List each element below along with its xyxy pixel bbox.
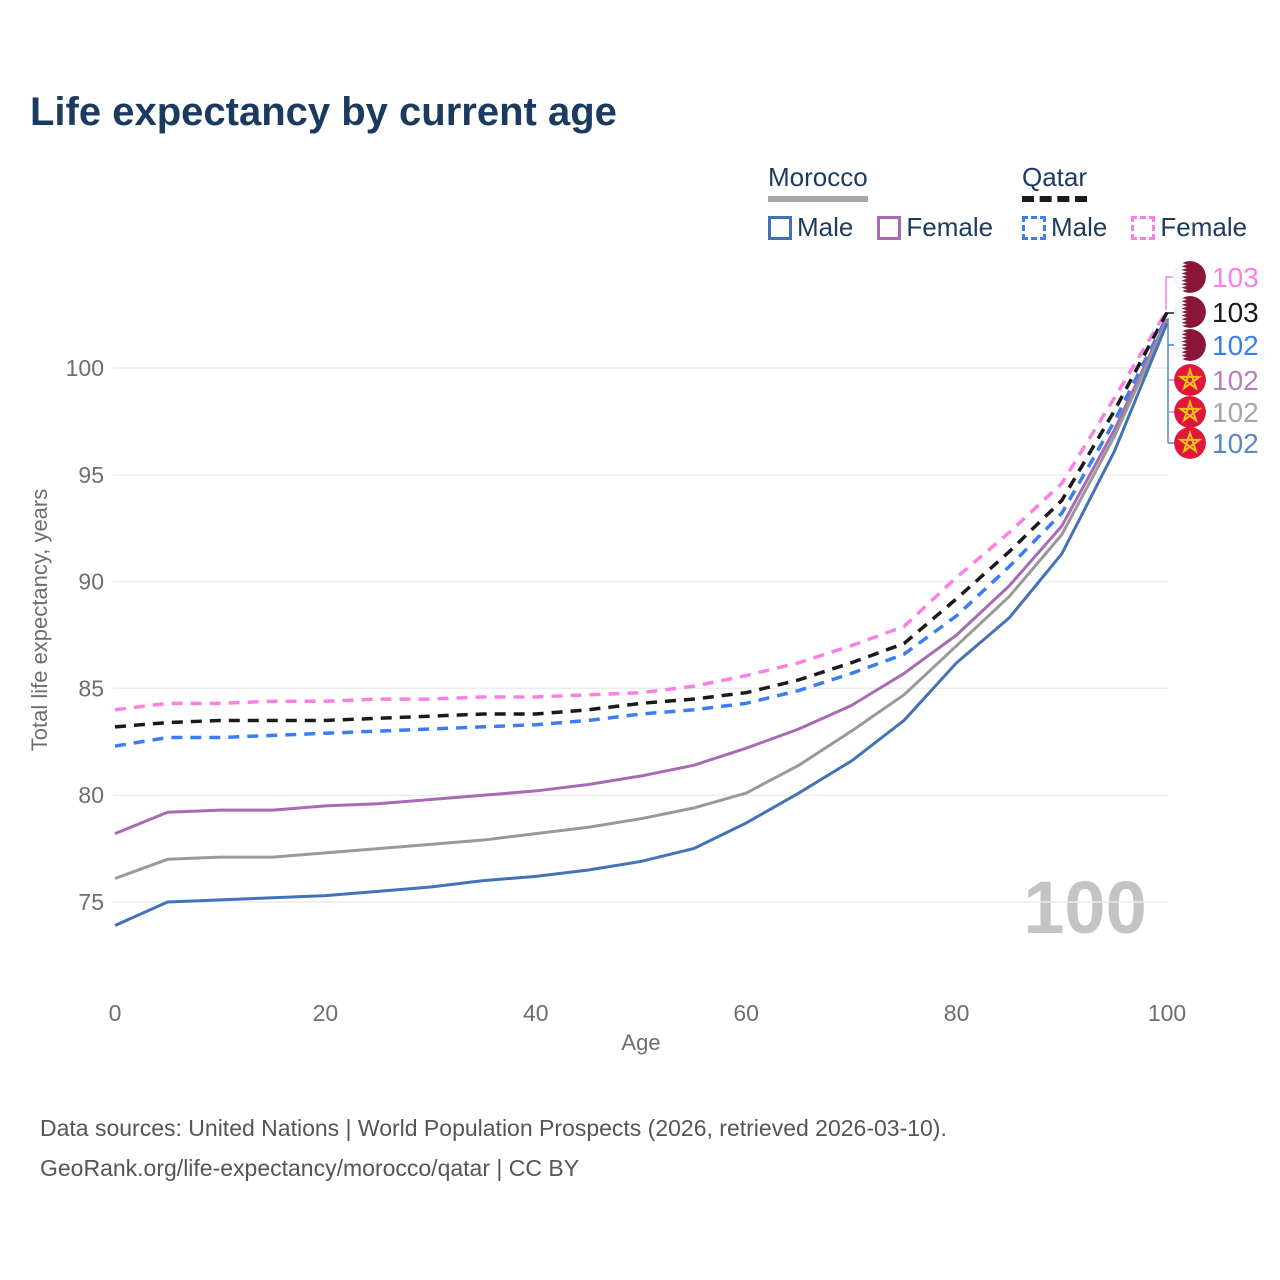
legend-item-qatar-female: Female [1131, 212, 1247, 243]
end-value-label: 102 [1212, 428, 1259, 459]
legend-header-qatar: Qatar [1022, 162, 1088, 202]
x-tick-label: 80 [944, 1000, 970, 1026]
qatar-flag-icon [1174, 261, 1206, 293]
legend-header-morocco: Morocco [768, 162, 868, 202]
legend-item-morocco-female: Female [877, 212, 993, 243]
series-line-qatar-male [114, 315, 1169, 748]
morocco-flag-icon [1174, 364, 1206, 396]
legend-item-label: Female [906, 212, 994, 242]
current-age-watermark: 100 [1023, 866, 1146, 949]
y-tick-label: 100 [66, 355, 104, 381]
end-value-label: 102 [1212, 365, 1259, 396]
legend-row-morocco: Male Female [768, 212, 993, 243]
legend-group-morocco: Morocco Male Female [768, 162, 993, 243]
qatar-male-swatch-icon [1022, 215, 1046, 240]
qatar-flag-icon [1174, 296, 1206, 328]
end-value-label: 102 [1212, 330, 1259, 361]
legend-item-qatar-male: Male [1022, 212, 1107, 243]
end-value-label: 103 [1212, 262, 1259, 293]
end-value-label: 103 [1212, 297, 1259, 328]
footer-line-sources: Data sources: United Nations | World Pop… [40, 1115, 947, 1141]
x-tick-label: 100 [1148, 1000, 1186, 1026]
y-tick-label: 80 [78, 782, 104, 808]
x-tick-label: 0 [109, 1000, 122, 1026]
morocco-female-swatch-icon [877, 215, 902, 240]
leader-line [1165, 276, 1173, 310]
legend-row-qatar: Male Female [1022, 212, 1247, 243]
series-line-qatar-both-sexes [114, 311, 1169, 729]
y-tick-label: 95 [78, 462, 104, 488]
legend-item-label: Male [1051, 212, 1108, 242]
end-value-label: 102 [1212, 397, 1259, 428]
page-title: Life expectancy by current age [30, 90, 617, 134]
x-axis-title: Age [621, 1030, 660, 1055]
y-tick-label: 75 [78, 889, 104, 915]
y-tick-label: 85 [78, 675, 104, 701]
series-line-qatar-female [114, 309, 1169, 712]
morocco-flag-icon [1174, 427, 1206, 459]
y-tick-label: 90 [78, 569, 104, 595]
data-sources-footer: Data sources: United Nations | World Pop… [40, 1108, 947, 1188]
series-line-morocco-male [114, 322, 1169, 927]
legend-item-morocco-male: Male [768, 212, 853, 243]
series-line-morocco-both-sexes [114, 320, 1169, 880]
legend-item-label: Male [797, 212, 854, 242]
morocco-flag-icon [1174, 396, 1206, 428]
legend-item-label: Female [1160, 212, 1248, 242]
x-tick-label: 60 [733, 1000, 759, 1026]
legend-group-qatar: Qatar Male Female [1022, 162, 1247, 243]
y-axis-title: Total life expectancy, years [27, 489, 52, 752]
qatar-flag-icon [1174, 329, 1206, 361]
qatar-female-swatch-icon [1131, 215, 1156, 240]
x-tick-label: 40 [523, 1000, 549, 1026]
footer-line-attribution: GeoRank.org/life-expectancy/morocco/qata… [40, 1155, 580, 1181]
x-tick-label: 20 [313, 1000, 339, 1026]
series-line-morocco-female [114, 318, 1169, 836]
morocco-male-swatch-icon [768, 215, 792, 240]
